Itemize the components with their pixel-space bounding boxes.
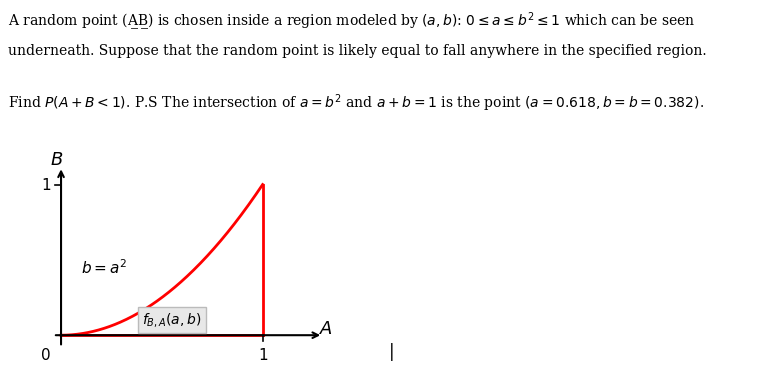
Text: A random point (A̲B̲) is chosen inside a region modeled by $(a, b)$: $0 \leq a \: A random point (A̲B̲) is chosen inside a… bbox=[8, 11, 695, 33]
Text: |: | bbox=[389, 343, 395, 361]
Text: $1$: $1$ bbox=[41, 177, 51, 192]
Text: $1$: $1$ bbox=[257, 347, 268, 363]
Text: $0$: $0$ bbox=[40, 347, 51, 363]
Text: $b = a^2$: $b = a^2$ bbox=[82, 258, 127, 277]
Text: Find $P(A + B < 1)$. P.S The intersection of $a = b^2$ and $a + b = 1$ is the po: Find $P(A + B < 1)$. P.S The intersectio… bbox=[8, 92, 704, 114]
Text: underneath. Suppose that the random point is likely equal to fall anywhere in th: underneath. Suppose that the random poin… bbox=[8, 44, 706, 58]
Text: $f_{B,A}(a, b)$: $f_{B,A}(a, b)$ bbox=[142, 311, 201, 329]
Text: $A$: $A$ bbox=[319, 320, 333, 338]
Text: $B$: $B$ bbox=[50, 152, 64, 169]
